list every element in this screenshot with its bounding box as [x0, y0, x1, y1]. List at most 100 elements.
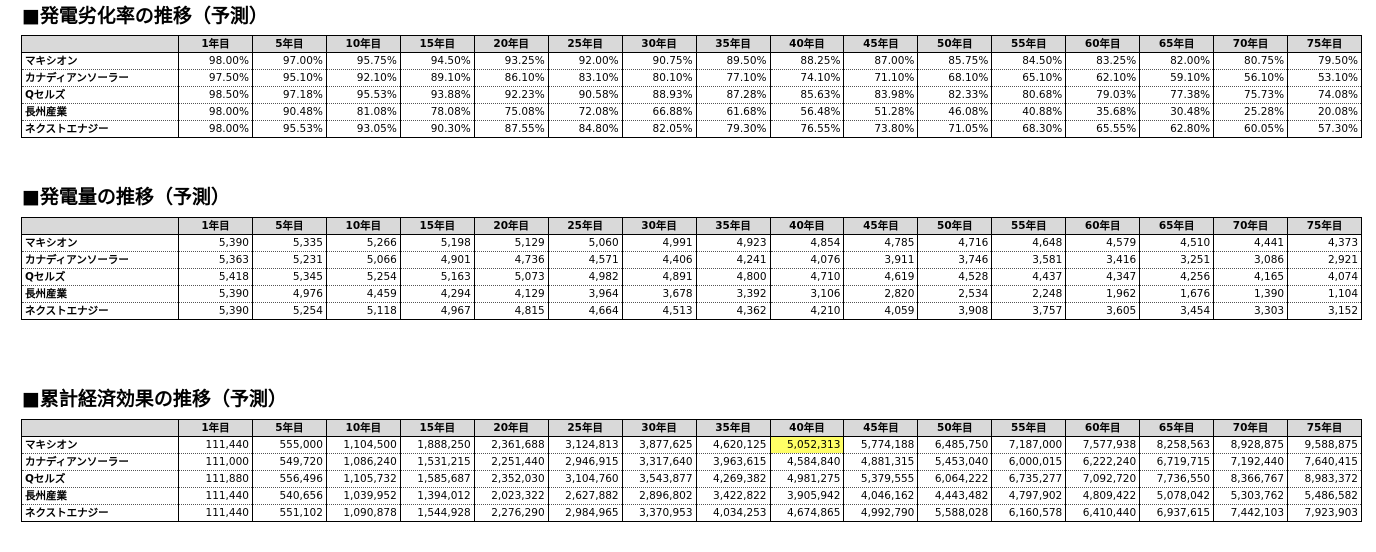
value-cell: 83.98% [843, 86, 919, 104]
column-header: 10年目 [325, 419, 401, 437]
value-cell: 94.50% [399, 52, 475, 70]
value-cell: 53.10% [1287, 69, 1362, 87]
column-header: 45年目 [843, 35, 919, 53]
value-cell: 6,064,222 [917, 470, 993, 488]
row-label: カナディアンソーラー [21, 69, 179, 87]
value-cell: 59.10% [1139, 69, 1215, 87]
value-cell: 5,345 [251, 268, 327, 286]
value-cell: 7,736,550 [1139, 470, 1215, 488]
column-header: 65年目 [1139, 217, 1215, 235]
value-cell: 551,102 [251, 504, 327, 522]
column-header: 15年目 [399, 35, 475, 53]
row-label: マキシオン [21, 52, 179, 70]
row-label: カナディアンソーラー [21, 453, 179, 471]
column-header: 20年目 [473, 217, 549, 235]
value-cell: 98.00% [178, 103, 253, 121]
highlighted-value-cell: 5,052,313 [769, 436, 845, 454]
value-cell: 4,437 [991, 268, 1067, 286]
value-cell: 4,992,790 [843, 504, 919, 522]
row-label: マキシオン [21, 234, 179, 252]
value-cell: 1,104 [1287, 285, 1362, 303]
value-cell: 6,719,715 [1139, 453, 1215, 471]
value-cell: 93.25% [473, 52, 549, 70]
value-cell: 98.00% [178, 52, 253, 70]
value-cell: 98.50% [178, 86, 253, 104]
value-cell: 5,418 [178, 268, 253, 286]
column-header: 1年目 [178, 217, 253, 235]
value-cell: 555,000 [251, 436, 327, 454]
value-cell: 6,000,015 [991, 453, 1067, 471]
value-cell: 80.10% [621, 69, 697, 87]
column-header: 55年目 [991, 35, 1067, 53]
value-cell: 4,664 [547, 302, 623, 320]
table-row: ネクストエナジー 5,390 5,254 5,118 4,967 4,815 4,664 4,… [21, 302, 1362, 320]
value-cell: 20.08% [1287, 103, 1362, 121]
value-cell: 2,896,802 [621, 487, 697, 505]
value-cell: 7,577,938 [1065, 436, 1141, 454]
value-cell: 92.00% [547, 52, 623, 70]
value-cell: 5,078,042 [1139, 487, 1215, 505]
column-header: 30年目 [621, 35, 697, 53]
column-header: 45年目 [843, 419, 919, 437]
value-cell: 1,394,012 [399, 487, 475, 505]
value-cell: 76.55% [769, 120, 845, 138]
column-header: 40年目 [769, 217, 845, 235]
value-cell: 2,276,290 [473, 504, 549, 522]
value-cell: 4,034,253 [695, 504, 771, 522]
degradation-table: 1年目 5年目 10年目 15年目 20年目 25年目 30年目 35年目 40年目 45年目 50… [21, 35, 1362, 138]
value-cell: 82.00% [1139, 52, 1215, 70]
value-cell: 71.10% [843, 69, 919, 87]
value-cell: 4,674,865 [769, 504, 845, 522]
value-cell: 83.10% [547, 69, 623, 87]
value-cell: 5,390 [178, 302, 253, 320]
header-corner-cell [21, 35, 179, 53]
value-cell: 111,880 [178, 470, 253, 488]
value-cell: 84.80% [547, 120, 623, 138]
row-label: マキシオン [21, 436, 179, 454]
value-cell: 68.30% [991, 120, 1067, 138]
value-cell: 7,923,903 [1287, 504, 1362, 522]
column-header: 30年目 [621, 217, 697, 235]
column-header: 10年目 [325, 217, 401, 235]
value-cell: 3,581 [991, 251, 1067, 269]
value-cell: 4,362 [695, 302, 771, 320]
value-cell: 5,129 [473, 234, 549, 252]
value-cell: 4,256 [1139, 268, 1215, 286]
value-cell: 3,303 [1213, 302, 1289, 320]
value-cell: 90.48% [251, 103, 327, 121]
row-label: Qセルズ [21, 268, 179, 286]
value-cell: 71.05% [917, 120, 993, 138]
value-cell: 4,241 [695, 251, 771, 269]
value-cell: 7,187,000 [991, 436, 1067, 454]
column-header: 75年目 [1287, 35, 1362, 53]
value-cell: 2,984,965 [547, 504, 623, 522]
value-cell: 4,076 [769, 251, 845, 269]
value-cell: 3,422,822 [695, 487, 771, 505]
value-cell: 4,584,840 [769, 453, 845, 471]
value-cell: 3,251 [1139, 251, 1215, 269]
value-cell: 4,881,315 [843, 453, 919, 471]
value-cell: 80.68% [991, 86, 1067, 104]
value-cell: 6,937,615 [1139, 504, 1215, 522]
value-cell: 4,579 [1065, 234, 1141, 252]
value-cell: 3,317,640 [621, 453, 697, 471]
value-cell: 4,046,162 [843, 487, 919, 505]
table-row: カナディアンソーラー 5,363 5,231 5,066 4,901 4,736 4,571… [21, 251, 1362, 269]
value-cell: 7,640,415 [1287, 453, 1362, 471]
value-cell: 4,982 [547, 268, 623, 286]
value-cell: 4,800 [695, 268, 771, 286]
value-cell: 74.10% [769, 69, 845, 87]
value-cell: 3,746 [917, 251, 993, 269]
column-header: 15年目 [399, 419, 475, 437]
value-cell: 77.38% [1139, 86, 1215, 104]
value-cell: 85.63% [769, 86, 845, 104]
value-cell: 90.30% [399, 120, 475, 138]
table-row: Qセルズ 98.50% 97.18% 95.53% 93.88% 92.23% 90.58%… [21, 86, 1362, 104]
row-label: 長州産業 [21, 487, 179, 505]
value-cell: 3,152 [1287, 302, 1362, 320]
column-header: 70年目 [1213, 35, 1289, 53]
value-cell: 79.30% [695, 120, 771, 138]
value-cell: 1,086,240 [325, 453, 401, 471]
row-label: Qセルズ [21, 470, 179, 488]
row-label: 長州産業 [21, 285, 179, 303]
